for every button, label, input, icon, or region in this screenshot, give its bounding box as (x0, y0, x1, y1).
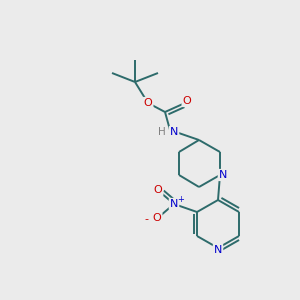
Text: N: N (170, 199, 178, 209)
Text: -: - (144, 214, 148, 224)
Text: N: N (170, 127, 178, 137)
Text: +: + (178, 194, 184, 203)
Text: O: O (144, 98, 152, 108)
Text: O: O (153, 213, 161, 223)
Text: H: H (158, 127, 166, 137)
Text: O: O (183, 96, 191, 106)
Text: N: N (219, 170, 227, 180)
Text: N: N (214, 245, 222, 255)
Text: O: O (154, 185, 162, 195)
